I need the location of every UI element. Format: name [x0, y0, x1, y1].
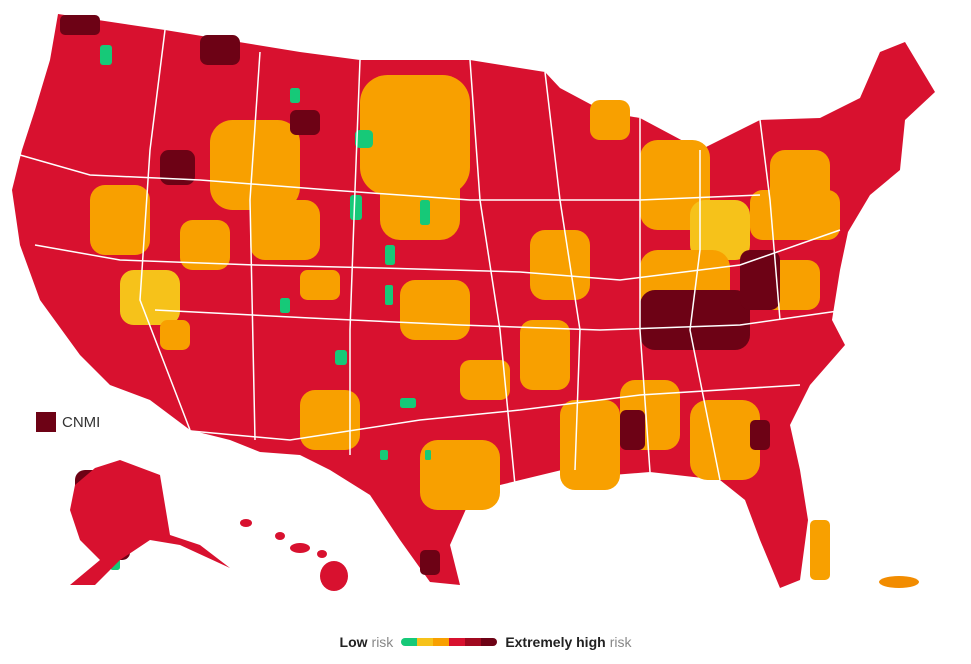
border-line [689, 150, 721, 481]
puerto-rico [879, 576, 919, 588]
county-patch-moderate [250, 200, 320, 260]
county-patch-moderate [420, 440, 500, 510]
legend-swatch [481, 638, 498, 646]
puerto-rico-shape [879, 576, 919, 588]
county-patch-extremely-high [160, 150, 195, 185]
county-patch-moderate [690, 400, 760, 480]
state-borders [19, 29, 846, 486]
cnmi-swatch [36, 412, 56, 432]
county-patch-moderate [210, 120, 300, 210]
county-patch-moderate-low [690, 200, 750, 260]
county-patch-low [420, 200, 430, 225]
county-patch-low [350, 195, 362, 220]
border-line [349, 59, 361, 455]
hawaii [240, 519, 348, 591]
county-patch-moderate [90, 185, 150, 255]
county-patch-low [280, 298, 290, 313]
border-line [544, 71, 581, 471]
risk-legend: Low risk Extremely high risk [0, 634, 971, 650]
county-patch-moderate [810, 520, 830, 580]
border-line [639, 118, 651, 473]
county-patch-extremely-high [750, 420, 770, 450]
county-patch-moderate-low [120, 270, 180, 325]
legend-swatch [449, 638, 466, 646]
county-patch-moderate [300, 390, 360, 450]
county-patch-extremely-high [640, 290, 750, 350]
county-patch-moderate [560, 400, 620, 490]
county-patch-moderate [520, 320, 570, 390]
legend-low-label: Low [339, 634, 368, 650]
county-patch-extremely-high [620, 410, 645, 450]
county-patch-moderate [460, 360, 510, 400]
hawaii-island [317, 550, 327, 558]
county-patch-moderate [160, 320, 190, 350]
hawaii-island [320, 561, 348, 591]
border-line [249, 51, 261, 441]
county-patch-low [385, 285, 393, 305]
legend-swatch [417, 638, 434, 646]
alaska [70, 460, 230, 585]
county-patch-low [385, 245, 395, 265]
county-patch-moderate [400, 280, 470, 340]
county-patch-extremely-high [740, 250, 780, 310]
border-line [179, 384, 801, 441]
county-patch-low [100, 45, 112, 65]
county-patch-moderate [530, 230, 590, 300]
legend-swatch [401, 638, 418, 646]
county-patch-low [290, 88, 300, 103]
county-patch-moderate [590, 100, 630, 140]
county-patch-extremely-high [60, 15, 100, 35]
legend-swatch [433, 638, 450, 646]
border-line [154, 309, 846, 331]
border-line [759, 119, 781, 321]
county-patch-low [380, 450, 388, 460]
alaska-shape [70, 460, 230, 585]
county-patch-low [425, 450, 431, 460]
county-patch-extremely-high [200, 35, 240, 65]
border-line [139, 29, 191, 431]
county-patch-extremely-high [290, 110, 320, 135]
legend-high-suffix: risk [609, 634, 632, 650]
county-patch-low [335, 350, 347, 365]
county-patch-moderate [750, 190, 840, 240]
hawaii-island [240, 519, 252, 527]
legend-low-suffix: risk [371, 634, 394, 650]
cnmi-inset: CNMI [36, 412, 100, 432]
legend-color-scale [401, 638, 498, 646]
legend-high-label: Extremely high [505, 634, 606, 650]
county-patch-low [355, 130, 373, 148]
cnmi-label: CNMI [62, 413, 101, 431]
border-line [469, 59, 516, 486]
county-patch-extremely-high [420, 550, 440, 575]
county-patch-moderate [300, 270, 340, 300]
hawaii-island [290, 543, 310, 553]
county-patch-moderate [380, 150, 460, 240]
county-patch-moderate [180, 220, 230, 270]
hawaii-island [275, 532, 285, 540]
legend-swatch [465, 638, 482, 646]
county-patch-low [400, 398, 416, 408]
